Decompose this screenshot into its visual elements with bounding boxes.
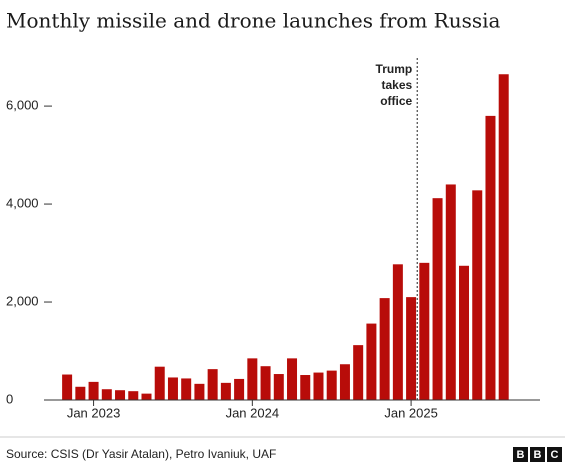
x-tick-label: Jan 2023 <box>67 405 121 420</box>
bar <box>167 377 178 400</box>
logo-letter: B <box>517 449 525 461</box>
bar <box>75 386 86 400</box>
x-tick-label: Jan 2024 <box>226 405 280 420</box>
bar <box>234 378 245 400</box>
bar <box>220 382 231 400</box>
y-tick-label: 0 <box>6 391 13 406</box>
logo-box <box>547 447 562 462</box>
bar <box>326 370 337 400</box>
source: Source: CSIS (Dr Yasir Atalan), Petro Iv… <box>6 447 276 461</box>
bar <box>406 297 417 400</box>
bar <box>339 364 350 400</box>
bar <box>353 345 364 400</box>
bar <box>379 298 390 400</box>
bar <box>260 366 271 400</box>
y-tick-label: 6,000 <box>6 98 39 113</box>
bar <box>366 323 377 400</box>
y-tick-label: 2,000 <box>6 293 39 308</box>
bar <box>101 389 112 400</box>
bar <box>154 366 165 400</box>
bar <box>141 393 152 400</box>
bar <box>62 374 73 400</box>
annotation-text: takes <box>382 78 413 92</box>
bar <box>207 369 218 400</box>
bar <box>287 358 298 400</box>
bar <box>472 190 483 400</box>
bar <box>300 375 311 400</box>
annotation-text: office <box>380 94 412 108</box>
logo-letter: C <box>551 449 559 461</box>
bar <box>459 265 470 400</box>
bar <box>115 390 126 400</box>
bar <box>247 358 258 400</box>
logo-letter: B <box>534 449 542 461</box>
y-tick-label: 4,000 <box>6 195 39 210</box>
bar <box>419 262 430 400</box>
x-tick-label: Jan 2025 <box>384 405 438 420</box>
bar <box>432 198 443 400</box>
bar <box>498 74 509 401</box>
bar <box>194 383 205 400</box>
bar <box>88 381 99 400</box>
bar <box>273 374 284 400</box>
bar <box>392 264 403 400</box>
bar <box>313 372 324 400</box>
bar <box>485 115 496 400</box>
chart-title: Monthly missile and drone launches from … <box>6 9 501 33</box>
bar <box>445 184 456 400</box>
bar <box>181 378 192 400</box>
logo-box <box>513 447 528 462</box>
bar <box>128 391 139 400</box>
logo-box <box>530 447 545 462</box>
annotation-text: Trump <box>376 62 413 76</box>
